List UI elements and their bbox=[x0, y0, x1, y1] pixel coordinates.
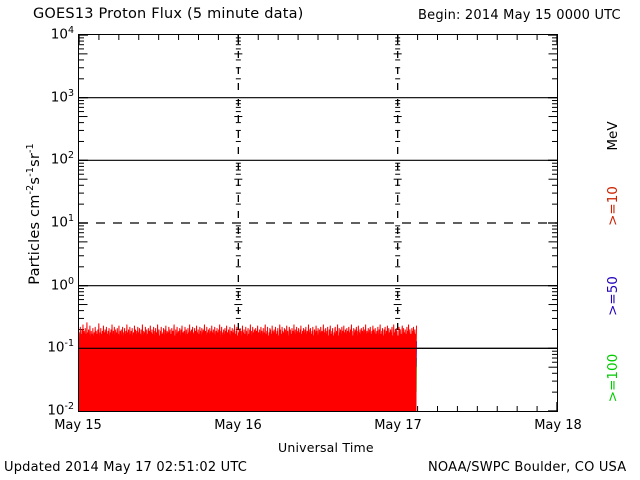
y-tick-label: 103 bbox=[50, 87, 74, 106]
y-tick-label: 102 bbox=[50, 150, 74, 168]
y-tick-label: 104 bbox=[50, 25, 74, 43]
updated-timestamp: Updated 2014 May 17 02:51:02 UTC bbox=[4, 460, 248, 475]
x-tick-label: May 16 bbox=[214, 418, 262, 433]
legend-item-ge100: >=100 bbox=[605, 353, 621, 403]
x-tick-label: May 15 bbox=[54, 418, 102, 433]
legend-item-ge10: >=10 bbox=[605, 186, 621, 226]
x-tick-label: May 17 bbox=[374, 418, 422, 433]
y-tick-label: 100 bbox=[50, 275, 74, 294]
x-tick-label: May 18 bbox=[534, 418, 582, 433]
plot-area bbox=[78, 34, 558, 412]
y-tick-label: 10-2 bbox=[47, 401, 74, 419]
plot-canvas bbox=[79, 35, 557, 411]
series-line bbox=[79, 322, 417, 352]
series-trace bbox=[79, 322, 417, 411]
x-axis-label: Universal Time bbox=[278, 440, 374, 455]
y-tick-label: 101 bbox=[50, 213, 74, 231]
y-tick-label: 10-1 bbox=[47, 338, 74, 356]
y-axis-tick-labels: 104 103 102 101 100 10-1 10-2 bbox=[0, 0, 74, 480]
begin-time-label: Begin: 2014 May 15 0000 UTC bbox=[418, 8, 621, 23]
source-credit: NOAA/SWPC Boulder, CO USA bbox=[428, 460, 627, 475]
legend-unit-mev: MeV bbox=[605, 121, 621, 151]
page-title: GOES13 Proton Flux (5 minute data) bbox=[33, 6, 304, 22]
legend-item-ge50: >=50 bbox=[605, 276, 621, 316]
